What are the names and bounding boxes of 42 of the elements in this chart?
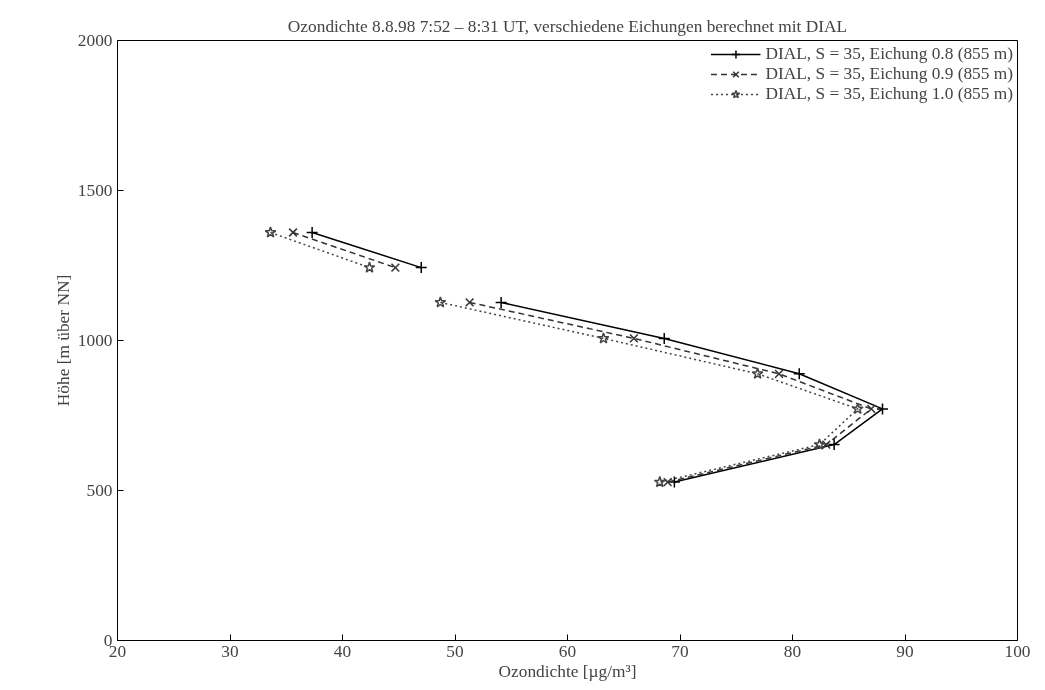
point [668,475,681,489]
y-tick-label: 2000 [77,31,113,50]
point [827,438,841,451]
point [288,227,298,238]
point [876,402,889,416]
point [866,404,876,414]
point [434,296,447,308]
y-axis-title: Höhe [m über NN] [53,274,73,407]
x-tick-label: 80 [783,641,802,661]
x-axis-title: Ozondichte [µg/m³] [498,661,637,681]
x-tick-label: 100 [1004,641,1031,661]
point [793,367,806,381]
point [653,475,666,488]
point [305,226,319,239]
legend-label: DIAL, S = 35, Eichung 1.0 (855 m) [765,84,1013,104]
point [851,402,864,415]
x-tick-label: 70 [671,641,689,661]
point [264,226,277,238]
point [494,296,508,309]
x-tick-label: 50 [446,641,464,661]
x-tick-label: 60 [558,641,577,661]
point [662,477,673,487]
point [629,333,639,344]
point [774,369,784,379]
point [821,439,831,450]
y-tick-label: 1000 [77,331,113,350]
point [597,332,610,344]
point [464,297,475,308]
y-tick-label: 1500 [77,181,113,200]
legend-label: DIAL, S = 35, Eichung 0.8 (855 m) [765,44,1013,64]
point [751,367,764,379]
legend-label: DIAL, S = 35, Eichung 0.9 (855 m) [765,64,1013,84]
point [390,262,401,273]
point [363,261,376,273]
chart-title: Ozondichte 8.8.98 7:52 – 8:31 UT, verschiedene Eichungen berechnet mit DIAL [287,16,848,36]
x-tick-label: 90 [896,641,914,661]
point [658,332,671,345]
point [415,261,428,274]
x-tick-label: 30 [221,641,239,661]
point [813,438,826,450]
y-tick-label: 500 [86,481,113,500]
x-tick-label: 40 [333,641,352,661]
